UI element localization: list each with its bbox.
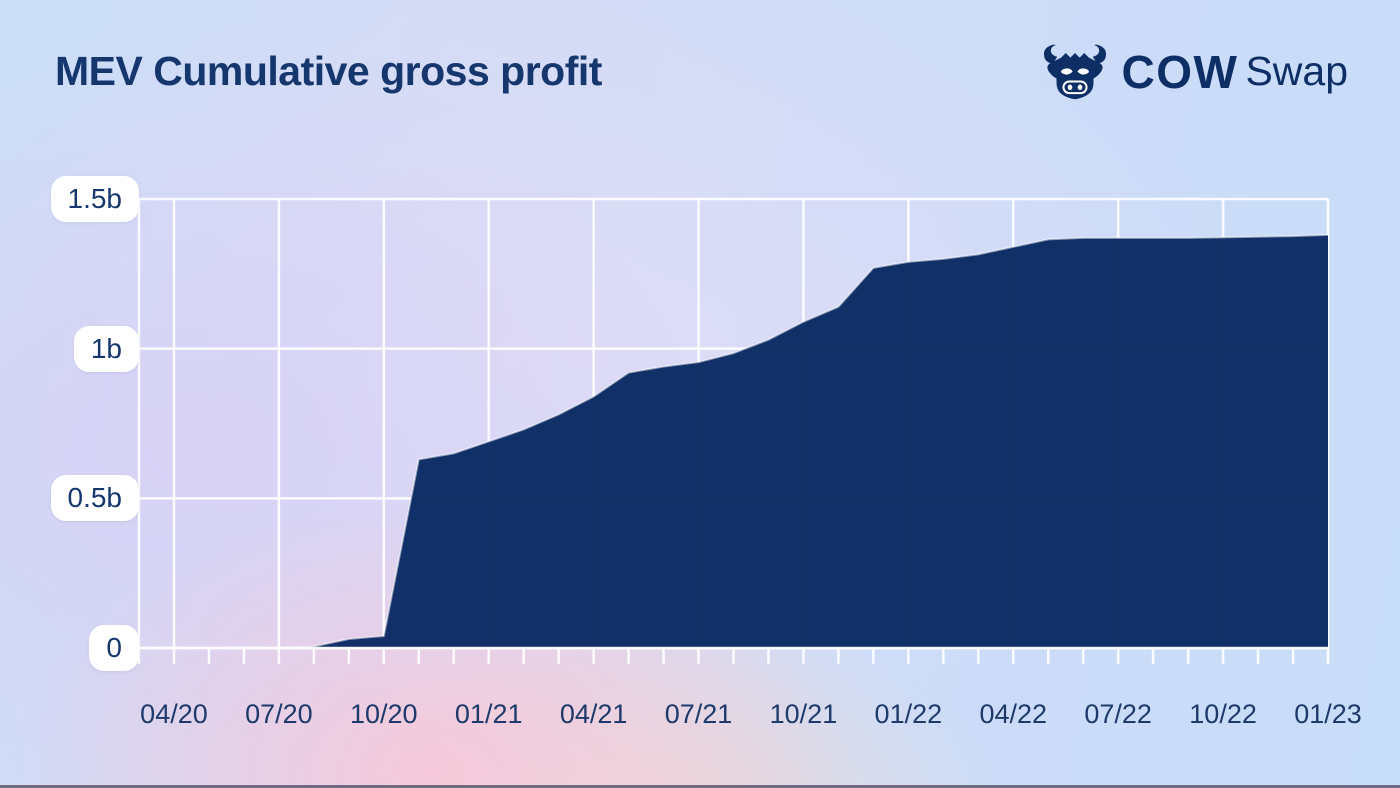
x-axis-label: 07/22 xyxy=(1084,699,1152,729)
x-axis-label: 04/22 xyxy=(979,699,1048,729)
x-axis-label: 04/20 xyxy=(140,699,208,729)
x-axis-label: 01/21 xyxy=(454,699,523,729)
y-axis-label: 1.5b xyxy=(50,176,139,222)
logo-text-swap: Swap xyxy=(1245,48,1348,94)
cowswap-logo: COW Swap xyxy=(1038,42,1348,101)
y-axis-label: 0.5b xyxy=(50,475,139,522)
x-axis-label: 01/22 xyxy=(874,699,943,729)
x-axis-label: 07/21 xyxy=(664,699,733,729)
x-axis-label: 07/20 xyxy=(245,699,313,729)
bottom-border xyxy=(0,785,1400,788)
area-top-line xyxy=(139,233,1329,649)
page-title: MEV Cumulative gross profit xyxy=(55,48,602,94)
x-axis-label: 10/22 xyxy=(1189,699,1257,729)
area-series xyxy=(139,234,1328,649)
x-axis-label: 04/21 xyxy=(559,699,628,729)
logo-text-cow: COW xyxy=(1121,45,1239,98)
x-axis-label: 10/21 xyxy=(769,699,838,729)
cow-head-icon xyxy=(1043,44,1106,100)
y-axis-label: 0 xyxy=(89,625,139,671)
x-axis-label: 10/20 xyxy=(349,699,418,729)
y-axis-label: 1b xyxy=(73,325,139,372)
x-axis-label: 01/23 xyxy=(1294,699,1362,729)
